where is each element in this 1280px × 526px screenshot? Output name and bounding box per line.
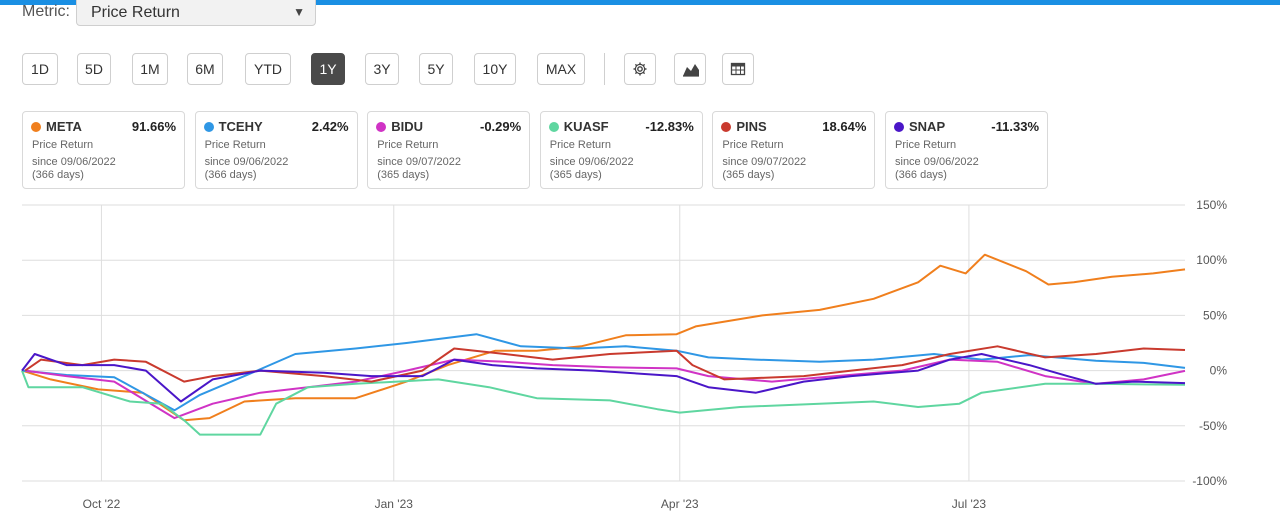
card-days: (366 days) [204,169,257,181]
range-button-1y[interactable]: 1Y [311,53,345,85]
series-color-dot [894,122,904,132]
card-ticker: KUASF [563,119,609,134]
card-since: since 09/06/2022 [204,156,289,168]
series-line-meta [21,253,1186,422]
price-return-chart: 150% 100% 50% 0% -50% -100% Oct '22 Jan '23 Apr … [21,198,1228,511]
card-since: since 09/06/2022 [549,156,634,168]
card-days: (366 days) [32,169,84,181]
chevron-down-icon: ▼ [293,5,305,19]
range-button-ytd[interactable]: YTD [245,53,291,85]
x-tick-label: Jul '23 [952,497,987,511]
card-days: (365 days) [549,169,602,181]
card-days: (365 days) [377,169,430,181]
range-button-6m[interactable]: 6M [187,53,223,85]
y-tick-label: 50% [1203,308,1227,322]
table-icon [730,62,746,76]
series-line-kuasf [21,370,1186,436]
series-line-bidu [25,358,1186,420]
range-button-max[interactable]: MAX [537,53,585,85]
x-tick-label: Apr '23 [661,497,699,511]
card-metric: Price Return [32,139,94,151]
range-button-1d[interactable]: 1D [22,53,58,85]
card-ticker: TCEHY [218,119,263,134]
card-since: since 09/07/2022 [722,156,807,168]
legend-card-kuasf[interactable]: KUASF -12.83% Price Return since 09/06/2022… [539,111,703,189]
table-view-button[interactable] [722,53,754,85]
card-ticker: BIDU [391,119,423,134]
card-since: since 09/07/2022 [377,156,461,168]
chart-type-button[interactable] [674,53,706,85]
series-line-tcehy [21,333,1186,412]
card-return: -0.29% [479,119,522,134]
series-color-dot [548,122,559,132]
range-button-1m[interactable]: 1M [132,53,168,85]
series-line-pins [24,345,1186,383]
range-button-5d[interactable]: 5D [77,53,111,85]
range-button-5y[interactable]: 5Y [419,53,453,85]
metric-select[interactable]: Price Return ▼ [76,0,316,26]
y-tick-label: -50% [1199,419,1227,433]
settings-button[interactable] [624,53,656,85]
y-tick-label: 150% [1196,198,1227,212]
card-days: (365 days) [722,169,775,181]
y-tick-label: 0% [1210,364,1228,378]
card-return: -11.33% [991,119,1039,134]
metric-select-value: Price Return [91,4,180,21]
card-metric: Price Return [549,139,611,151]
series-color-dot [203,122,214,132]
card-return: 18.64% [822,119,867,134]
card-metric: Price Return [377,139,439,151]
gear-icon [633,62,647,76]
legend-card-meta[interactable]: META 91.66% Price Return since 09/06/2022 (3… [22,111,185,189]
card-metric: Price Return [722,139,784,151]
range-button-3y[interactable]: 3Y [365,53,399,85]
card-return: -12.83% [645,119,694,134]
legend-card-bidu[interactable]: BIDU -0.29% Price Return since 09/07/2022 (3… [367,111,531,189]
card-ticker: PINS [736,119,767,134]
card-since: since 09/06/2022 [32,156,116,168]
chart-type-icon [683,64,699,77]
x-tick-label: Jan '23 [375,497,414,511]
card-ticker: SNAP [909,119,946,134]
toolbar-separator [604,53,605,85]
top-accent-bar [0,0,1280,5]
card-ticker: META [46,119,82,134]
card-days: (366 days) [895,169,947,181]
card-metric: Price Return [895,139,957,151]
metric-label: Metric: [22,3,70,20]
legend-card-pins[interactable]: PINS 18.64% Price Return since 09/07/2022 (3… [712,111,876,189]
x-tick-label: Oct '22 [83,497,121,511]
range-button-10y[interactable]: 10Y [474,53,516,85]
card-return: 91.66% [131,119,176,134]
series-line-snap [21,353,1186,403]
card-since: since 09/06/2022 [895,156,979,168]
legend-card-snap[interactable]: SNAP -11.33% Price Return since 09/06/2022(… [885,111,1048,189]
card-metric: Price Return [204,139,266,151]
y-tick-label: 100% [1196,253,1227,267]
series-color-dot [376,122,387,132]
legend-card-tcehy[interactable]: TCEHY 2.42% Price Return since 09/06/2022 (3… [194,111,358,189]
series-color-dot [31,122,41,132]
series-color-dot [721,122,732,132]
card-return: 2.42% [311,119,349,134]
y-tick-label: -100% [1192,474,1227,488]
